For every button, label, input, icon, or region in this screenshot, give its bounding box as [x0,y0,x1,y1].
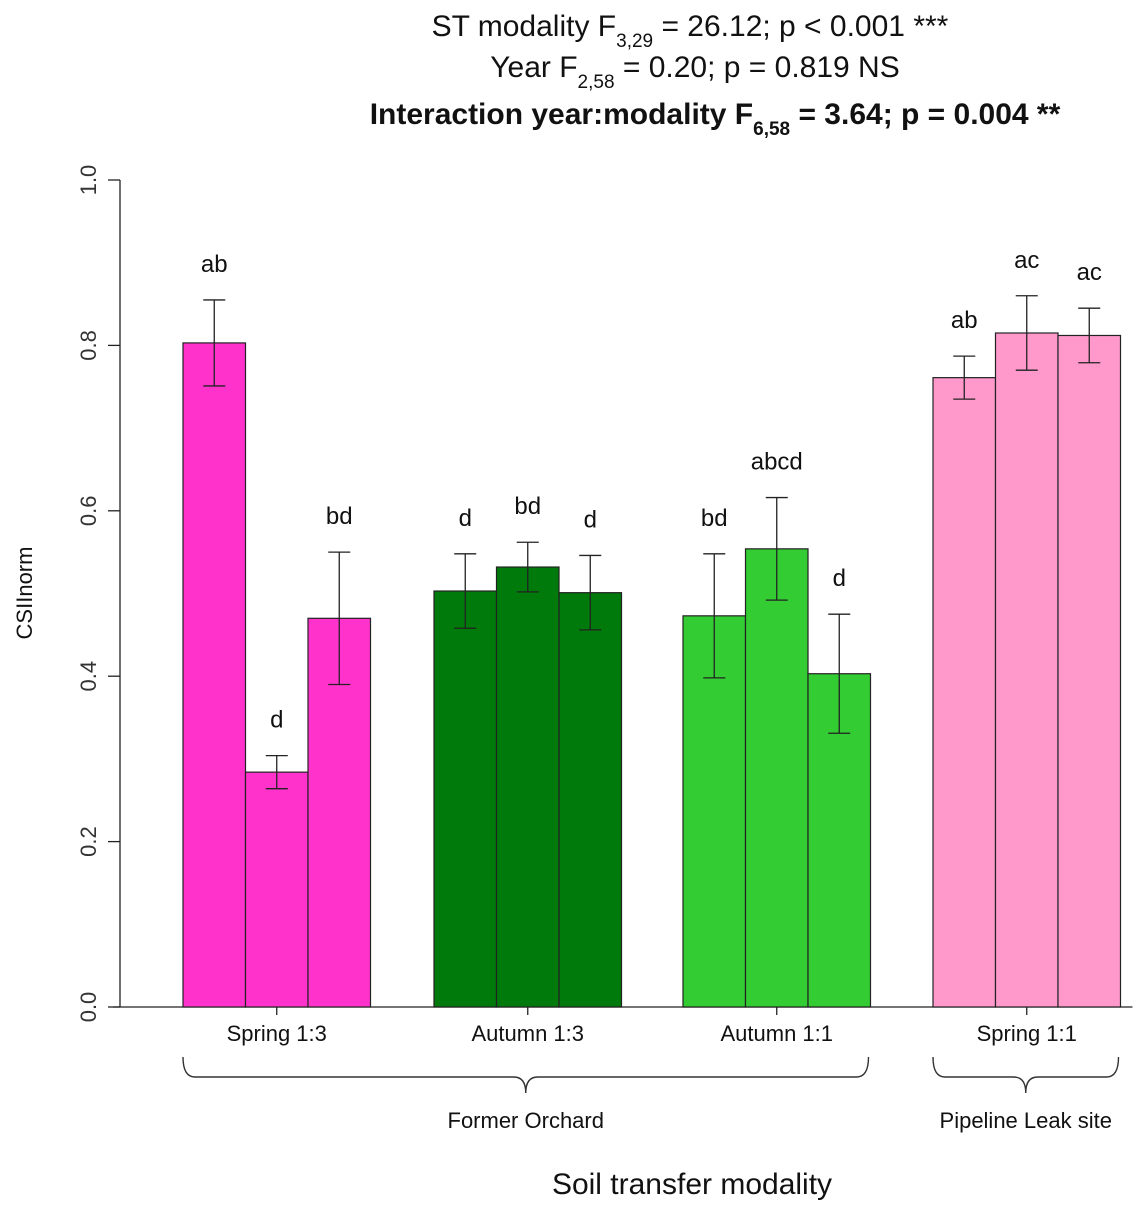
category-label: Autumn 1:3 [471,1021,584,1046]
significance-letter: bd [514,493,541,520]
y-tick-label: 0.0 [76,992,101,1023]
bar [994,332,1059,1008]
category-label: Spring 1:1 [977,1021,1077,1046]
bar [182,342,247,1008]
y-tick-label: 0.4 [76,661,101,692]
y-axis-title: CSIInorm [12,547,37,640]
x-axis-title: Soil transfer modality [552,1168,832,1201]
category-labels: Spring 1:3 Autumn 1:3 Autumn 1:1 Spring 1:1 [227,1021,1077,1046]
significance-letter: bd [326,503,353,530]
significance-letter: ac [1077,259,1102,286]
group-brackets: Former Orchard Pipeline Leak site [182,1056,1120,1133]
significance-letter: ab [201,251,228,278]
stat-line-interaction: Interaction year:modality F6,58 = 3.64; … [370,98,1061,140]
bar [744,548,809,1008]
y-tick-label: 0.8 [76,330,101,361]
category-label: Spring 1:3 [227,1021,327,1046]
y-tick-label: 0.6 [76,496,101,527]
bar [558,592,623,1008]
bars [182,332,1122,1008]
bar [495,566,560,1008]
y-tick-label: 1.0 [76,165,101,196]
significance-letter: abcd [751,449,803,476]
group-label: Pipeline Leak site [940,1108,1112,1133]
group-label: Former Orchard [448,1108,604,1133]
significance-letter: bd [701,505,728,532]
significance-letter: ac [1014,247,1039,274]
significance-letter: ab [951,307,978,334]
bar [244,771,309,1008]
stat-line-modality: ST modality F3,29 = 26.12; p < 0.001 *** [432,10,949,52]
significance-letter: d [833,565,846,592]
category-label: Autumn 1:1 [720,1021,833,1046]
error-bars [203,295,1101,790]
significance-letter: d [459,505,472,532]
bar [932,377,997,1008]
group-bracket [932,1056,1120,1094]
y-tick-label: 0.2 [76,826,101,857]
group-bracket [182,1056,870,1094]
significance-letter: d [270,707,283,734]
significance-letter: d [584,506,597,533]
significance-letters: ab d bd d bd d bd abcd d ab ac ac [201,247,1102,734]
stats-header: ST modality F3,29 = 26.12; p < 0.001 ***… [370,10,1061,140]
bar [433,590,498,1008]
bar [1057,334,1122,1008]
stat-line-year: Year F2,58 = 0.20; p = 0.819 NS [490,51,899,93]
